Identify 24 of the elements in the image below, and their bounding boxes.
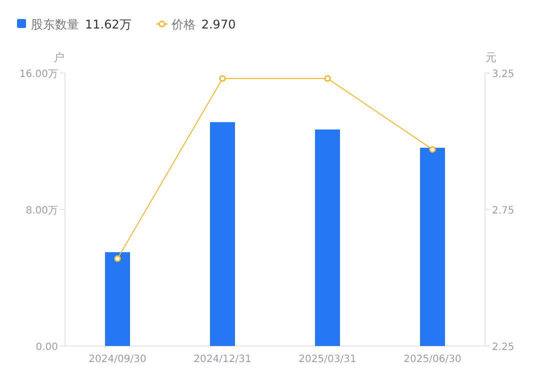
y-tick-label: 8.00万 [26, 206, 58, 216]
text: 11.62万 [85, 18, 132, 32]
x-tick-label: 2025/03/31 [298, 354, 356, 365]
y2-tick-label: 2.25 [492, 342, 514, 353]
point [324, 75, 331, 82]
legend-label: 股东数量 [31, 18, 79, 32]
x-tick-label: 2024/09/30 [88, 354, 146, 365]
point [429, 146, 436, 153]
y2-tick-label: 3.25 [492, 69, 514, 80]
y-tick-label: 0.00 [36, 342, 58, 353]
bar [315, 129, 340, 346]
x-tick-label: 2024/12/31 [194, 354, 252, 365]
y2-axis-title: 元 [486, 51, 496, 64]
y2-tick-label: 2.75 [492, 206, 514, 216]
y-axis-title: 户 [54, 51, 64, 64]
bar [210, 122, 235, 346]
bar [420, 148, 445, 346]
point [219, 75, 226, 82]
legend-label: 价格 [170, 18, 196, 32]
text: 2.970 [201, 18, 236, 32]
bar [105, 252, 130, 346]
y-tick-label: 16.00万 [19, 69, 58, 80]
point [114, 255, 121, 262]
x-tick-label: 2025/06/30 [404, 354, 462, 365]
